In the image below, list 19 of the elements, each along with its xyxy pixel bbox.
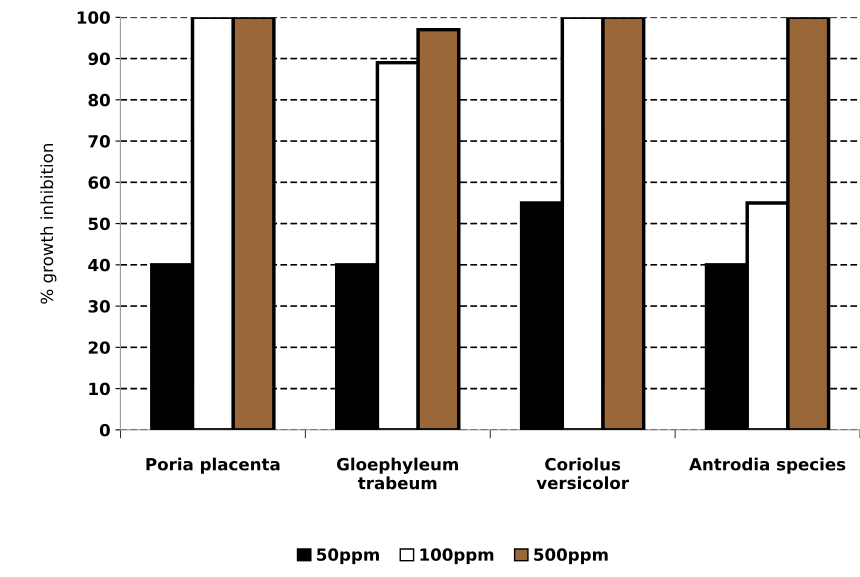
y-tick-label: 100 — [78, 11, 110, 24]
y-tick-label: 50 — [88, 218, 110, 230]
y-tick-label: 70 — [88, 135, 110, 148]
legend-label: 50ppm — [317, 548, 379, 564]
x-tick-label: Antrodia species — [689, 458, 846, 474]
x-tick-label: Gloephyleum trabeum — [337, 458, 458, 490]
y-tick-label: 0 — [100, 424, 110, 436]
y-tick-label: 90 — [88, 52, 110, 66]
legend-label: 500ppm — [534, 548, 608, 564]
x-tick-label: Coriolus versicolor — [536, 458, 629, 490]
y-tick-label: 60 — [88, 176, 110, 189]
y-tick-label: 20 — [88, 341, 110, 354]
x-tick-label: Poria placenta — [146, 458, 280, 474]
y-tick-label: 10 — [89, 382, 110, 396]
y-tick-label: 40 — [88, 258, 110, 272]
y-axis-title: % growth inhibition — [40, 144, 56, 304]
legend-label: 100ppm — [420, 548, 494, 564]
y-tick-label: 30 — [88, 300, 110, 313]
y-tick-label: 80 — [88, 94, 110, 106]
